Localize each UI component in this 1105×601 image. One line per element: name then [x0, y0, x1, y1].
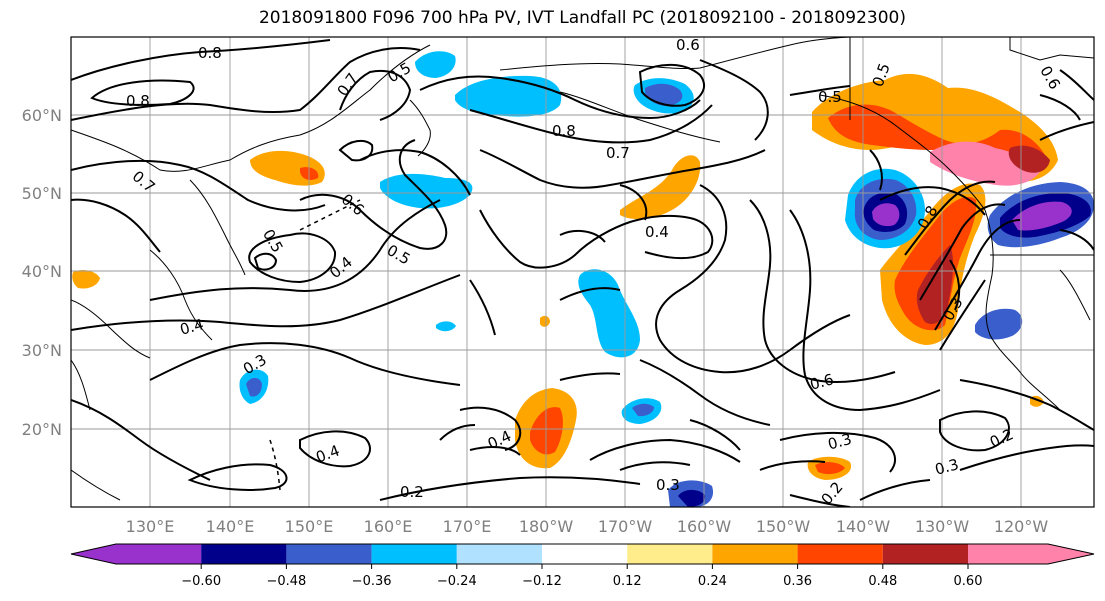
positive-anomaly-south-core [815, 462, 845, 475]
contour-label: 0.8 [126, 92, 150, 110]
colorbar-tick-label: 0.12 [613, 574, 642, 589]
contour-label: 0.3 [656, 476, 680, 494]
colorbar: −0.60 −0.48 −0.36 −0.24 −0.12 0.12 0.24 … [70, 543, 1095, 589]
colorbar-cell-10 [882, 544, 968, 564]
colorbar-cell-5 [456, 544, 542, 564]
lon-label: 180°W [519, 517, 574, 536]
negative-anomaly-sw-core [246, 378, 262, 397]
colorbar-cell-11 [968, 544, 1048, 564]
lon-label: 150°W [756, 517, 811, 536]
negative-anomaly-se [975, 308, 1023, 340]
positive-anomaly-subtropics-core [530, 407, 563, 455]
positive-anomaly-pink [930, 141, 1040, 186]
colorbar-tick-label: 0.24 [698, 574, 727, 589]
lat-label-60n: 60°N [22, 106, 62, 125]
positive-anomaly-darkred [1008, 145, 1050, 173]
lon-label: 160°W [677, 517, 732, 536]
colorbar-tick-label: −0.24 [437, 574, 477, 589]
contour-label: 0.3 [826, 430, 854, 454]
colorbar-cell-8 [712, 544, 798, 564]
positive-anomaly-west [72, 270, 100, 289]
contour-label: 0.8 [198, 44, 222, 62]
contour-label: 0.4 [645, 223, 669, 241]
positive-anomaly-small [540, 315, 550, 327]
negative-anomaly-tiny [436, 321, 456, 332]
lon-label: 140°W [836, 517, 891, 536]
lon-label: 170°W [598, 517, 653, 536]
colorbar-cell-0 [71, 544, 116, 564]
latitude-labels: 60°N 50°N 40°N 30°N 20°N [22, 106, 62, 439]
colorbar-tick-label: −0.12 [522, 574, 562, 589]
colorbar-tick-label: 0.60 [954, 574, 983, 589]
colorbar-cell-6 [542, 544, 628, 564]
shaded-anomalies [72, 51, 1094, 507]
colorbar-cell-7 [627, 544, 713, 564]
negative-anomaly-small1-core [632, 403, 654, 417]
map-frame [70, 36, 1095, 508]
colorbar-tick-label: −0.60 [181, 574, 221, 589]
colorbar-cell-2 [201, 544, 287, 564]
contour-label: 0.7 [606, 144, 630, 162]
lon-label: 160°E [364, 517, 413, 536]
colorbar-tick-label: 0.48 [868, 574, 897, 589]
lon-label: 140°E [206, 517, 255, 536]
colorbar-cell-1 [116, 544, 202, 564]
colorbar-cell-9 [797, 544, 883, 564]
pv-contours [71, 39, 1094, 507]
contour-label: 0.5 [818, 88, 842, 106]
map-area: 0.8 0.8 0.7 0.5 0.7 0.6 0.8 0.7 0.5 0.6 … [71, 36, 1094, 507]
lon-label: 120°W [994, 517, 1049, 536]
lat-label-50n: 50°N [22, 184, 62, 203]
graticule [71, 37, 1094, 507]
contour-label: 0.3 [933, 455, 961, 479]
negative-anomaly-kuril [380, 173, 473, 209]
map-title: 2018091800 F096 700 hPa PV, IVT Landfall… [258, 8, 906, 28]
colorbar-tick-label: −0.48 [266, 574, 306, 589]
longitude-labels: 130°E 140°E 150°E 160°E 170°E 180°W 170°… [126, 517, 1049, 536]
colorbar-end-right [1048, 544, 1094, 564]
lon-label: 130°W [915, 517, 970, 536]
negative-anomaly-kamchatka [415, 51, 456, 78]
negative-anomaly-south-core [678, 489, 706, 507]
negative-anomaly-east-purple [1012, 201, 1072, 231]
colorbar-tick-label: 0.36 [783, 574, 812, 589]
colorbar-tick-label: −0.36 [352, 574, 392, 589]
lat-label-40n: 40°N [22, 262, 62, 281]
colorbar-cell-3 [286, 544, 372, 564]
lat-label-30n: 30°N [22, 341, 62, 360]
negative-anomaly-140w-purple [872, 203, 900, 227]
lon-label: 150°E [285, 517, 334, 536]
colorbar-outline [70, 543, 1095, 565]
lat-label-20n: 20°N [22, 420, 62, 439]
contour-label: 0.6 [676, 36, 700, 54]
contour-label: 0.6 [808, 370, 836, 394]
contour-label: 0.8 [552, 122, 576, 140]
colorbar-cell-4 [371, 544, 457, 564]
lon-label: 170°E [443, 517, 492, 536]
lon-label: 130°E [126, 517, 175, 536]
negative-anomaly-bering [455, 75, 562, 117]
contour-label: 0.4 [178, 315, 206, 339]
dashed-lines [269, 199, 361, 491]
contour-label: 0.2 [400, 483, 424, 501]
positive-anomaly-plume-darkred [916, 245, 954, 325]
